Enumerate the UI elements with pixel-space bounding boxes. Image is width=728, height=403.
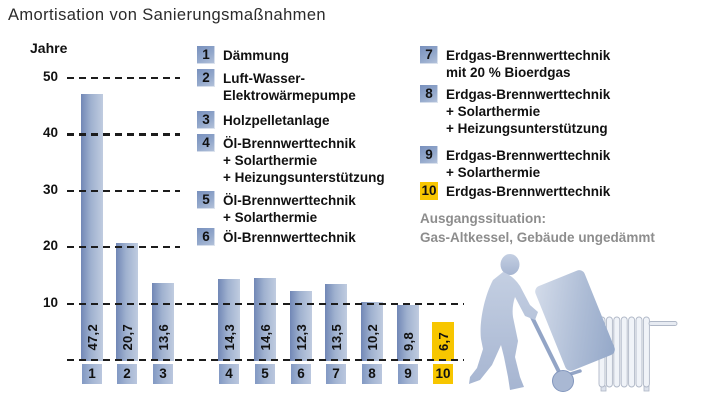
legend-badge-1: 1	[197, 46, 215, 64]
legend-label-8: Erdgas-Brennwerttechnik + Solarthermie +…	[446, 87, 611, 136]
legend-item-6: 6 Öl-Brennwerttechnik	[197, 228, 356, 246]
legend-label-7: Erdgas-Brennwerttechnik mit 20 % Bioerdg…	[446, 48, 611, 80]
category-badge-6: 6	[291, 364, 311, 384]
chart-title: Amortisation von Sanierungsmaßnahmen	[8, 6, 326, 24]
category-badge-10: 10	[433, 364, 453, 384]
bar-measure-8	[361, 302, 383, 361]
legend-item-2: 2 Luft-Wasser- Elektrowärmepumpe	[197, 69, 356, 104]
legend-item-4: 4 Öl-Brennwerttechnik + Solarthermie + He…	[197, 134, 385, 186]
category-badge-1: 1	[82, 364, 102, 384]
legend-badge-10: 10	[420, 182, 438, 200]
category-badge-8: 8	[362, 364, 382, 384]
legend-label-3: Holzpelletanlage	[223, 113, 330, 128]
y-axis-tick-label: 40	[42, 125, 58, 141]
bar-measure-6	[290, 290, 312, 361]
bar-value-label: 6,7	[435, 332, 451, 351]
bar-value-label: 10,2	[364, 324, 380, 351]
bar-value-label: 12,3	[293, 324, 309, 351]
baseline-note-title: Ausgangssituation:	[420, 211, 547, 226]
legend-badge-3: 3	[197, 111, 215, 129]
legend-badge-2: 2	[197, 69, 215, 87]
category-badge-4: 4	[219, 364, 239, 384]
category-badge-5: 5	[255, 364, 275, 384]
bar-measure-4	[218, 279, 240, 361]
bar-value-wrap: 14,6	[254, 258, 276, 356]
category-badge-7: 7	[326, 364, 346, 384]
legend-item-1: 1 Dämmung	[197, 46, 289, 64]
bar-measure-2	[116, 243, 138, 361]
category-badge-2: 2	[117, 364, 137, 384]
bar-value-label: 20,7	[119, 324, 135, 351]
legend-badge-4: 4	[197, 134, 215, 152]
bar-value-label: 9,8	[400, 332, 416, 351]
legend-badge-7: 7	[420, 46, 438, 64]
y-axis-tick-label: 20	[42, 238, 58, 254]
category-badge-9: 9	[398, 364, 418, 384]
bar-value-wrap: 13,6	[152, 258, 174, 356]
bar-value-wrap: 13,5	[325, 258, 347, 356]
bar-value-label: 14,6	[257, 324, 273, 351]
legend-label-1: Dämmung	[223, 48, 290, 63]
worker-silhouette-icon	[469, 254, 538, 390]
legend-label-6: Öl-Brennwerttechnik	[223, 230, 356, 245]
baseline-note: Ausgangssituation: Gas-Altkessel, Gebäud…	[420, 210, 655, 247]
bar-value-label: 13,5	[328, 324, 344, 351]
bar-value-wrap: 47,2	[81, 258, 103, 356]
gridline-10	[67, 302, 464, 305]
legend-item-10: 10 Erdgas-Brennwerttechnik	[420, 182, 610, 200]
baseline-note-text: Gas-Altkessel, Gebäude ungedämmt	[420, 229, 655, 245]
legend-label-10: Erdgas-Brennwerttechnik	[446, 184, 611, 199]
gridline-50	[67, 77, 180, 80]
legend-item-9: 9 Erdgas-Brennwerttechnik + Solarthermie	[420, 146, 610, 181]
legend-item-8: 8 Erdgas-Brennwerttechnik + Solarthermie …	[420, 85, 610, 137]
gridline-30	[67, 189, 180, 192]
bar-value-wrap: 9,8	[397, 258, 419, 356]
legend-label-2: Luft-Wasser- Elektrowärmepumpe	[223, 71, 356, 103]
bar-measure-1	[81, 93, 103, 361]
bar-value-wrap: 20,7	[116, 258, 138, 356]
boiler-icon	[535, 270, 615, 371]
bar-value-wrap: 14,3	[218, 258, 240, 356]
bar-measure-5	[254, 277, 276, 361]
category-badge-3: 3	[153, 364, 173, 384]
bar-value-label: 14,3	[221, 324, 237, 351]
bar-value-label: 47,2	[84, 324, 100, 351]
bar-measure-10	[432, 322, 454, 361]
legend-item-7: 7 Erdgas-Brennwerttechnik mit 20 % Bioerd…	[420, 46, 610, 81]
legend-label-5: Öl-Brennwerttechnik + Solarthermie	[223, 193, 356, 225]
legend-item-5: 5 Öl-Brennwerttechnik + Solarthermie	[197, 191, 356, 226]
hand-truck-wheel-icon	[552, 370, 574, 392]
bar-value-wrap: 6,7	[432, 258, 454, 356]
legend-badge-8: 8	[420, 85, 438, 103]
legend-label-9: Erdgas-Brennwerttechnik + Solarthermie	[446, 148, 611, 180]
bar-value-wrap: 12,3	[290, 258, 312, 356]
bar-value-label: 13,6	[155, 324, 171, 351]
y-axis-tick-label: 10	[42, 294, 58, 310]
legend-badge-5: 5	[197, 191, 215, 209]
y-axis-unit-label: Jahre	[30, 40, 68, 56]
gridline-20	[67, 246, 180, 249]
gridline-40	[67, 133, 180, 136]
boiler-replacement-illustration	[469, 254, 678, 392]
legend-badge-6: 6	[197, 228, 215, 246]
bar-value-wrap: 10,2	[361, 258, 383, 356]
y-axis-tick-label: 30	[42, 181, 58, 197]
legend-label-4: Öl-Brennwerttechnik + Solarthermie + Hei…	[223, 136, 385, 185]
baseline	[67, 359, 464, 362]
legend-badge-9: 9	[420, 146, 438, 164]
bar-measure-9	[397, 304, 419, 361]
legend-item-3: 3 Holzpelletanlage	[197, 111, 330, 129]
y-axis-tick-label: 50	[42, 69, 58, 84]
